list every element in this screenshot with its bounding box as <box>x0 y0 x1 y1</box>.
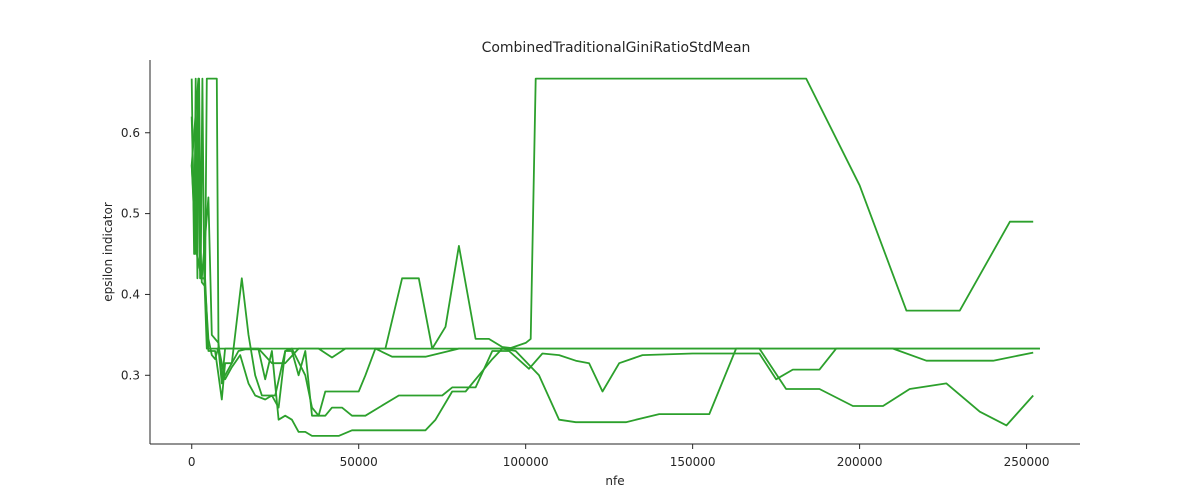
series-line-4 <box>190 165 1040 417</box>
x-tick-label: 100000 <box>503 455 549 469</box>
series-line-5 <box>190 77 1040 385</box>
y-tick-label: 0.4 <box>121 287 140 301</box>
series-line-1 <box>190 77 1034 350</box>
y-axis-ticks: 0.3 0.4 0.5 0.6 <box>121 126 150 382</box>
y-axis-label: epsilon indicator <box>101 202 115 302</box>
series-group <box>190 77 1040 437</box>
y-tick-label: 0.6 <box>121 126 140 140</box>
x-tick-label: 150000 <box>670 455 716 469</box>
x-tick-label: 200000 <box>837 455 883 469</box>
chart-title: CombinedTraditionalGiniRatioStdMean <box>482 40 751 56</box>
series-line-3 <box>190 165 1034 437</box>
y-tick-label: 0.5 <box>121 207 140 221</box>
x-tick-label: 0 <box>188 455 196 469</box>
x-tick-label: 250000 <box>1004 455 1050 469</box>
x-axis-label: nfe <box>605 474 624 488</box>
series-line-2 <box>190 77 1034 417</box>
x-tick-label: 50000 <box>340 455 378 469</box>
y-tick-label: 0.3 <box>121 368 140 382</box>
x-axis-ticks: 0 50000 100000 150000 200000 250000 <box>188 444 1050 469</box>
